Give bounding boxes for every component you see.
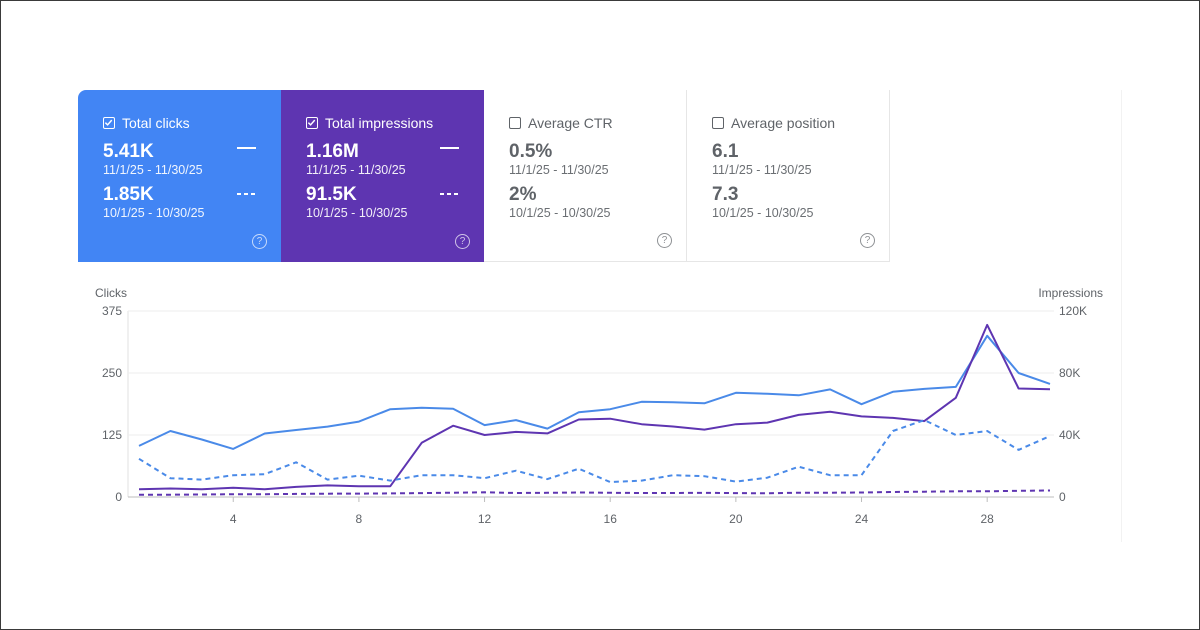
previous-value: 1.85K [103, 184, 154, 205]
x-axis-tick-label: 4 [230, 512, 237, 526]
help-icon[interactable]: ? [657, 233, 672, 248]
x-axis-tick-label: 16 [604, 512, 618, 526]
current-value: 0.5% [509, 141, 553, 162]
left-axis-tick-label: 250 [102, 366, 122, 380]
performance-line-chart: 0 125 250 375 0 40K 80K 120K Clicks Impressions 4 8… [95, 286, 1103, 526]
metric-card-total-clicks[interactable]: Total clicks 5.41K 11/1/25 - 11/30/25 1.… [78, 90, 281, 262]
card-header: Total impressions [306, 114, 484, 132]
current-value: 1.16M [306, 141, 359, 162]
current-value: 6.1 [712, 141, 739, 162]
x-axis-tick-label: 28 [980, 512, 994, 526]
x-axis-tick-label: 20 [729, 512, 743, 526]
metric-cards: Total clicks 5.41K 11/1/25 - 11/30/25 1.… [78, 90, 890, 262]
right-axis-tick-label: 80K [1059, 366, 1080, 380]
help-icon[interactable]: ? [252, 234, 267, 249]
previous-value: 7.3 [712, 184, 739, 205]
card-header: Average position [712, 114, 889, 132]
help-icon[interactable]: ? [455, 234, 470, 249]
impressions-solid-series-line [138, 323, 1051, 491]
dashed-line-legend-icon [237, 193, 256, 195]
previous-date-range: 10/1/25 - 10/30/25 [712, 206, 814, 220]
x-axis-tick-label: 24 [855, 512, 869, 526]
current-date-range: 11/1/25 - 11/30/25 [306, 163, 406, 177]
current-date-range: 11/1/25 - 11/30/25 [712, 163, 812, 177]
card-label: Total clicks [122, 115, 190, 131]
solid-line-legend-icon [440, 147, 459, 149]
x-axis-tick-label: 8 [356, 512, 363, 526]
card-header: Average CTR [509, 114, 686, 132]
solid-line-legend-icon [237, 147, 256, 149]
left-axis-tick-label: 125 [102, 428, 122, 442]
previous-date-range: 10/1/25 - 10/30/25 [306, 206, 408, 220]
card-label: Average position [731, 115, 836, 131]
clicks-dashed-series-line [138, 419, 1051, 484]
right-axis-tick-label: 0 [1059, 490, 1066, 504]
metric-card-total-impressions[interactable]: Total impressions 1.16M 11/1/25 - 11/30/… [281, 90, 484, 262]
current-value: 5.41K [103, 141, 154, 162]
help-icon[interactable]: ? [860, 233, 875, 248]
card-header: Total clicks [103, 114, 281, 132]
card-label: Total impressions [325, 115, 434, 131]
left-axis-tick-label: 375 [102, 304, 122, 318]
left-axis-tick-label: 0 [115, 490, 122, 504]
current-date-range: 11/1/25 - 11/30/25 [103, 163, 203, 177]
metric-card-average-position[interactable]: Average position 6.1 11/1/25 - 11/30/25 … [687, 90, 890, 262]
performance-panel: Total clicks 5.41K 11/1/25 - 11/30/25 1.… [78, 90, 1122, 542]
right-axis-title: Impressions [1038, 286, 1103, 300]
metric-card-average-ctr[interactable]: Average CTR 0.5% 11/1/25 - 11/30/25 2% 1… [484, 90, 687, 262]
previous-date-range: 10/1/25 - 10/30/25 [509, 206, 611, 220]
checkbox-unchecked-icon[interactable] [509, 117, 521, 129]
card-label: Average CTR [528, 115, 613, 131]
right-axis-tick-label: 40K [1059, 428, 1080, 442]
impressions-dashed-series-line [139, 489, 1051, 496]
clicks-solid-series-line [138, 334, 1051, 450]
checkbox-checked-icon[interactable] [103, 117, 115, 129]
dashed-line-legend-icon [440, 193, 459, 195]
right-axis-tick-label: 120K [1059, 304, 1087, 318]
previous-date-range: 10/1/25 - 10/30/25 [103, 206, 205, 220]
previous-value: 2% [509, 184, 537, 205]
checkbox-checked-icon[interactable] [306, 117, 318, 129]
previous-value: 91.5K [306, 184, 357, 205]
current-date-range: 11/1/25 - 11/30/25 [509, 163, 609, 177]
left-axis-title: Clicks [95, 286, 127, 300]
x-axis-tick-label: 12 [478, 512, 492, 526]
checkbox-unchecked-icon[interactable] [712, 117, 724, 129]
